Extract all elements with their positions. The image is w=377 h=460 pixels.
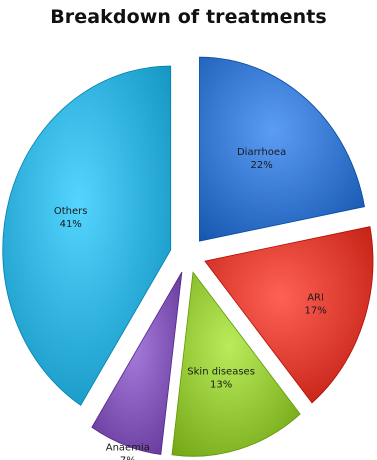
- slice-value-diarrhoea: 22%: [250, 160, 272, 171]
- pie-slice-ari: [204, 226, 374, 404]
- pie-slice-others: [2, 65, 172, 406]
- slice-label-anaemia: Anaemia: [106, 442, 150, 453]
- slice-value-others: 41%: [60, 219, 82, 230]
- pie-slice-skin-diseases: [171, 271, 301, 457]
- slice-label-others: Others: [54, 206, 88, 217]
- pie-labels: Diarrhoea 22% ARI 17% Skin diseases 13% Anaemi…: [54, 147, 327, 460]
- slice-label-ari: ARI: [307, 293, 324, 304]
- slice-value-skin-diseases: 13%: [210, 379, 232, 390]
- slice-value-anaemia: 7%: [120, 455, 136, 460]
- chart-title: Breakdown of treatments: [50, 6, 327, 28]
- slice-value-ari: 17%: [304, 306, 326, 317]
- pie-slices: [2, 56, 374, 457]
- slice-label-diarrhoea: Diarrhoea: [237, 147, 286, 158]
- pie-slice-diarrhoea: [199, 56, 365, 242]
- pie-slice-anaemia: [91, 271, 183, 455]
- slice-label-skin-diseases: Skin diseases: [187, 366, 255, 377]
